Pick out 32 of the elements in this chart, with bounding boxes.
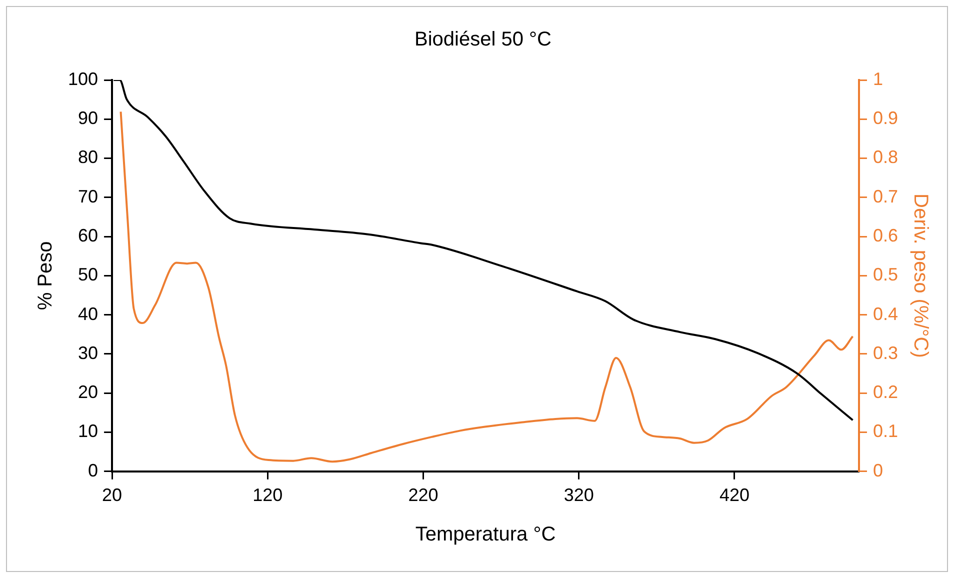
y2-tick-label: 0.6 — [872, 226, 898, 246]
y-tick-label: 10 — [78, 421, 98, 442]
y2-tick-label: 0.3 — [872, 342, 898, 363]
x-tick-label: 120 — [252, 485, 283, 506]
y2-tick-label: 0.2 — [872, 382, 898, 402]
y2-tick-label: 0.9 — [872, 108, 898, 128]
y2-tick-label: 0.7 — [872, 186, 898, 206]
x-axis-title: Temperatura °C — [415, 524, 556, 546]
y-tick-label: 60 — [78, 226, 98, 246]
line-series — [120, 110, 854, 463]
y2-axis-title: Deriv. peso (%/°C) — [909, 194, 932, 358]
y2-tick-label: 0.8 — [872, 147, 898, 168]
y-tick-label: 80 — [78, 147, 98, 168]
y-tick-label: 100 — [68, 68, 98, 89]
x-tick-label: 220 — [408, 485, 438, 506]
y-tick-label: 30 — [78, 342, 98, 363]
y2-tick-label: 0.5 — [872, 264, 898, 285]
y2-tick-label: 1 — [872, 68, 883, 89]
y-tick-label: 70 — [78, 186, 98, 206]
y-tick-label: 90 — [78, 108, 98, 128]
y-tick-label: 50 — [78, 264, 98, 285]
y2-tick-label: 0 — [872, 460, 883, 480]
x-tick-label: 20 — [102, 485, 122, 506]
y-tick-label: 0 — [88, 460, 98, 480]
y-tick-label: 20 — [78, 382, 98, 402]
x-tick-label: 420 — [719, 485, 750, 506]
chart-title: Biodiésel 50 °C — [414, 28, 552, 51]
y2-tick-label: 0.4 — [872, 304, 898, 324]
y2-tick-label: 0.1 — [872, 421, 898, 442]
y-axis-title: % Peso — [34, 241, 57, 310]
y-tick-label: 40 — [78, 304, 98, 324]
x-tick-label: 320 — [564, 485, 594, 506]
